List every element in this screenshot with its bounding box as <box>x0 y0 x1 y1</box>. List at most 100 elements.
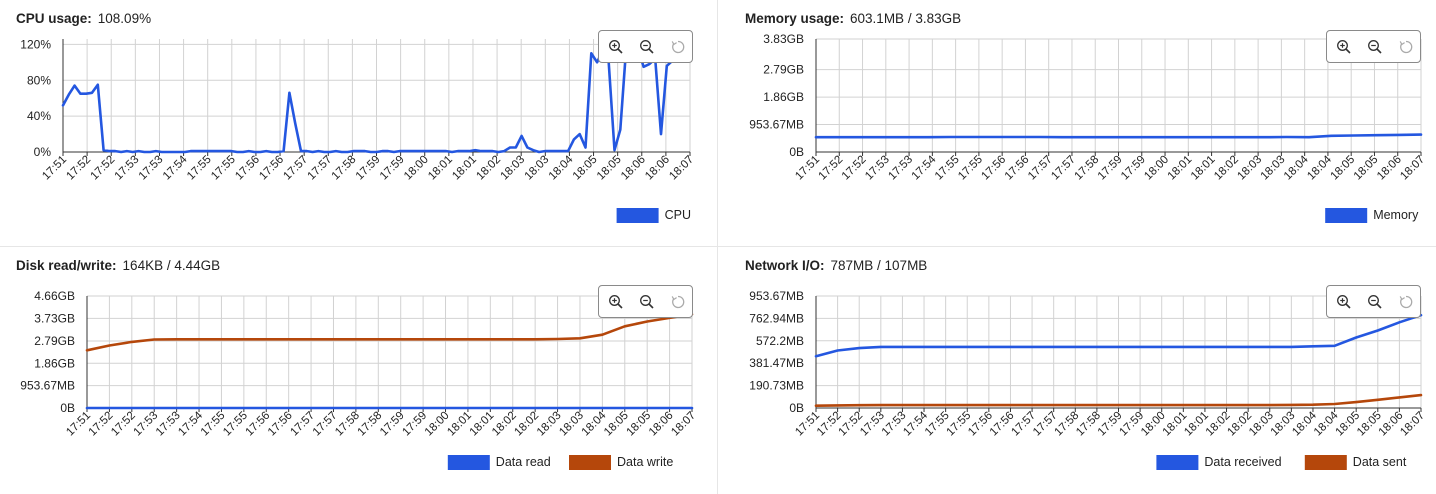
x-tick-label: 18:05 <box>595 154 624 183</box>
x-tick-label: 18:05 <box>602 410 631 439</box>
x-tick-label: 17:52 <box>817 154 846 183</box>
memory-title-label: Memory usage: <box>745 11 845 26</box>
x-tick-label: 18:03 <box>1235 154 1264 183</box>
legend-label: Data write <box>617 455 673 469</box>
reset-icon[interactable] <box>1397 293 1415 311</box>
disk-zoom-toolbar <box>598 285 693 318</box>
memory-chart[interactable]: 0B953.67MB1.86GB2.79GB3.83GB17:5117:5217… <box>718 0 1436 247</box>
legend-label: Data received <box>1204 455 1281 469</box>
legend-swatch <box>447 455 490 470</box>
x-tick-label: 17:55 <box>933 154 962 183</box>
x-tick-label: 17:55 <box>956 154 985 183</box>
zoom-in-icon[interactable] <box>607 293 625 311</box>
legend: Data write Data read <box>447 455 673 470</box>
y-tick-label: 953.67MB <box>20 379 75 393</box>
x-tick-label: 18:01 <box>1166 154 1195 183</box>
cpu-title: CPU usage: 108.09% <box>16 11 151 26</box>
x-tick-label: 18:05 <box>624 410 653 439</box>
x-tick-label: 18:01 <box>468 410 497 439</box>
x-tick-label: 18:02 <box>1212 154 1241 183</box>
x-tick-label: 17:56 <box>979 154 1008 183</box>
disk-title: Disk read/write: 164KB / 4.44GB <box>16 258 220 273</box>
y-tick-label: 953.67MB <box>749 118 804 132</box>
x-tick-label: 18:02 <box>474 154 503 183</box>
cpu-zoom-toolbar <box>598 30 693 63</box>
y-tick-label: 953.67MB <box>749 289 804 303</box>
reset-icon[interactable] <box>669 293 687 311</box>
x-tick-label: 17:53 <box>113 154 142 183</box>
y-tick-label: 0B <box>60 401 75 415</box>
legend-swatch <box>569 455 611 470</box>
x-tick-label: 18:04 <box>1305 153 1334 182</box>
x-tick-label: 17:59 <box>378 410 407 439</box>
legend-swatch <box>1325 208 1368 223</box>
disk-chart[interactable]: 0B953.67MB1.86GB2.79GB3.73GB4.66GB17:511… <box>0 247 718 494</box>
zoom-in-icon[interactable] <box>1335 38 1353 56</box>
legend: Data sent Data received <box>1156 455 1407 470</box>
x-tick-label: 17:59 <box>1096 154 1125 183</box>
x-tick-label: 17:53 <box>154 410 183 439</box>
x-tick-label: 17:52 <box>109 410 138 439</box>
y-tick-label: 381.47MB <box>749 356 804 370</box>
cpu-title-value: 108.09% <box>97 11 152 26</box>
legend: Memory <box>1325 208 1419 223</box>
zoom-out-icon[interactable] <box>1366 293 1384 311</box>
reset-icon[interactable] <box>1397 38 1415 56</box>
x-tick-label: 17:52 <box>87 410 116 439</box>
y-tick-label: 4.66GB <box>34 289 75 303</box>
x-tick-label: 17:54 <box>161 153 190 182</box>
memory-title: Memory usage: 603.1MB / 3.83GB <box>745 11 961 26</box>
x-tick-label: 17:55 <box>199 410 228 439</box>
x-tick-label: 17:53 <box>137 154 166 183</box>
x-tick-label: 18:02 <box>490 410 519 439</box>
x-tick-label: 18:07 <box>1398 154 1427 183</box>
x-tick-label: 18:05 <box>571 154 600 183</box>
network-title-value: 787MB / 107MB <box>830 258 928 273</box>
x-tick-label: 17:53 <box>886 154 915 183</box>
x-tick-label: 18:03 <box>523 154 552 183</box>
y-tick-label: 762.94MB <box>749 311 804 325</box>
y-tick-label: 572.2MB <box>756 334 804 348</box>
x-tick-label: 17:58 <box>333 410 362 439</box>
x-tick-label: 18:00 <box>423 410 452 439</box>
y-tick-label: 120% <box>20 37 51 51</box>
legend-swatch <box>1156 455 1199 470</box>
x-tick-label: 17:59 <box>400 410 429 439</box>
zoom-in-icon[interactable] <box>1335 293 1353 311</box>
network-chart[interactable]: 0B 190.73MB 381.47MB 572.2MB 762.94MB 953.67M… <box>718 247 1436 494</box>
x-tick-label: 18:06 <box>643 154 672 183</box>
cpu-chart[interactable]: 0%40%80%120%17:5117:5217:5217:5317:5317:… <box>0 0 718 247</box>
x-tick-label: 18:01 <box>450 154 479 183</box>
memory-zoom-toolbar <box>1326 30 1421 63</box>
grid <box>62 39 691 153</box>
x-tick-label: 17:57 <box>281 154 310 183</box>
x-tick-label: 17:55 <box>185 154 214 183</box>
legend-label: Data read <box>496 455 551 469</box>
x-tick-label: 17:55 <box>209 154 238 183</box>
x-tick-label: 18:01 <box>1189 154 1218 183</box>
x-tick-label: 18:01 <box>426 154 455 183</box>
x-tick-label: 17:54 <box>910 153 939 182</box>
y-tick-label: 1.86GB <box>34 356 75 370</box>
zoom-out-icon[interactable] <box>638 38 656 56</box>
zoom-in-icon[interactable] <box>607 38 625 56</box>
series-line-memory <box>814 133 1423 139</box>
x-tick-label: 18:03 <box>557 410 586 439</box>
zoom-out-icon[interactable] <box>1366 38 1384 56</box>
reset-icon[interactable] <box>669 38 687 56</box>
y-tick-label: 0B <box>789 145 804 159</box>
legend-label: Memory <box>1373 208 1419 222</box>
disk-title-label: Disk read/write: <box>16 258 117 273</box>
x-tick-label: 18:04 <box>547 153 576 182</box>
legend-label: Data sent <box>1353 455 1407 469</box>
legend-swatch <box>1304 455 1347 470</box>
x-tick-label: 17:56 <box>257 154 286 183</box>
x-tick-label: 18:06 <box>619 154 648 183</box>
disk-title-value: 164KB / 4.44GB <box>122 258 221 273</box>
x-tick-label: 17:57 <box>1049 154 1078 183</box>
x-tick-label: 18:04 <box>580 409 609 438</box>
x-tick-label: 17:56 <box>1003 154 1032 183</box>
zoom-out-icon[interactable] <box>638 293 656 311</box>
x-tick-label: 18:07 <box>669 410 698 439</box>
x-tick-label: 18:04 <box>1282 153 1311 182</box>
